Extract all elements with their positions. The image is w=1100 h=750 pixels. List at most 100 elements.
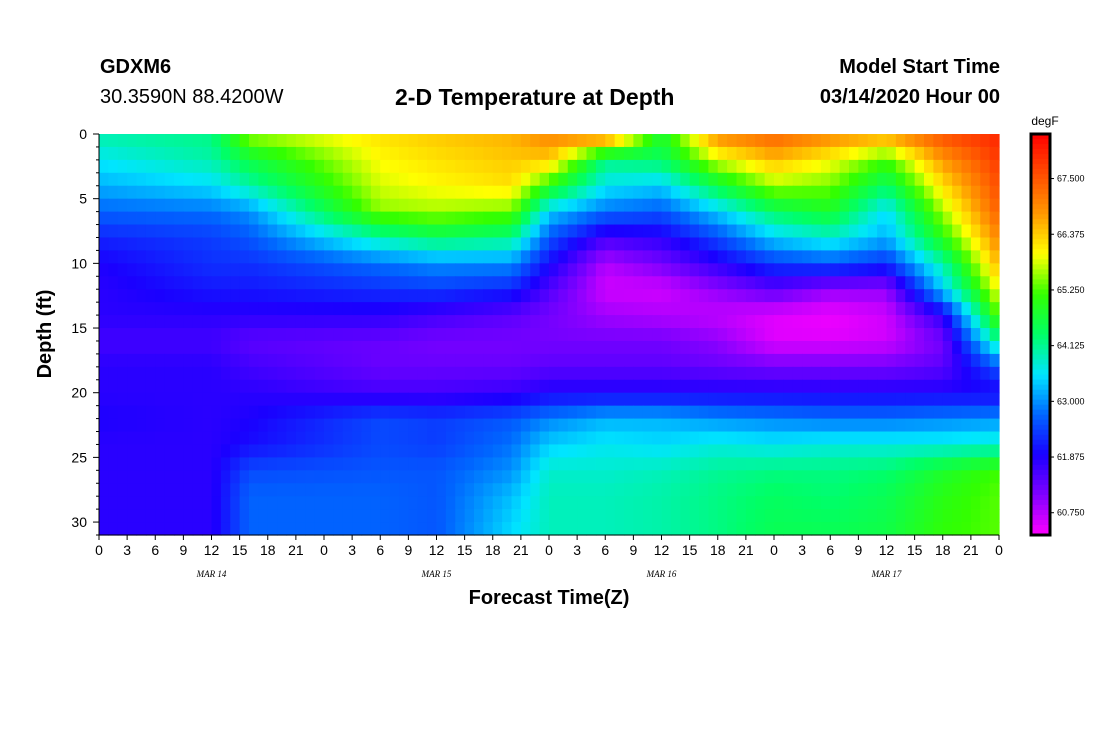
- heatmap-cell: [202, 263, 213, 277]
- heatmap-cell: [314, 366, 325, 381]
- heatmap-cell: [792, 302, 803, 316]
- heatmap-cell: [558, 457, 569, 471]
- heatmap-cell: [633, 405, 644, 420]
- heatmap-cell: [895, 444, 906, 458]
- colorbar-swatch: [1031, 234, 1050, 240]
- heatmap-cell: [520, 263, 531, 277]
- heatmap-cell: [464, 431, 475, 446]
- colorbar-swatch: [1031, 384, 1050, 391]
- heatmap-cell: [258, 483, 269, 497]
- heatmap-cell: [277, 392, 288, 407]
- heatmap-cell: [370, 211, 381, 226]
- heatmap-cell: [295, 328, 306, 342]
- heatmap-cell: [539, 302, 550, 316]
- heatmap-cell: [605, 134, 616, 148]
- heatmap-cell: [474, 302, 484, 316]
- heatmap-cell: [445, 198, 456, 213]
- heatmap-cell: [220, 289, 231, 303]
- heatmap-cell: [849, 198, 859, 213]
- heatmap-cell: [577, 418, 588, 433]
- heatmap-cell: [820, 276, 831, 290]
- x-tick-label: 0: [95, 542, 103, 558]
- heatmap-cell: [202, 483, 213, 497]
- heatmap-cell: [877, 366, 888, 381]
- heatmap-cell: [211, 263, 222, 277]
- heatmap-cell: [352, 431, 363, 446]
- heatmap-cell: [333, 146, 344, 161]
- heatmap-cell: [305, 211, 316, 226]
- heatmap-cell: [530, 315, 541, 329]
- heatmap-cell: [811, 418, 822, 433]
- heatmap-cell: [642, 263, 653, 277]
- heatmap-cell: [436, 483, 447, 497]
- heatmap-cell: [464, 146, 475, 161]
- heatmap-cell: [399, 211, 409, 226]
- heatmap-cell: [811, 483, 822, 497]
- heatmap-cell: [914, 379, 925, 394]
- heatmap-cell: [136, 405, 147, 420]
- heatmap-cell: [895, 237, 906, 252]
- heatmap-cell: [605, 146, 616, 161]
- heatmap-cell: [324, 496, 334, 510]
- heatmap-cell: [764, 172, 775, 187]
- heatmap-cell: [764, 224, 775, 239]
- heatmap-cell: [802, 198, 813, 213]
- heatmap-cell: [127, 353, 138, 368]
- heatmap-cell: [914, 172, 925, 187]
- heatmap-cell: [127, 302, 138, 316]
- heatmap-cell: [267, 392, 278, 407]
- heatmap-cell: [305, 457, 316, 471]
- heatmap-cell: [736, 405, 747, 420]
- colorbar-unit: degF: [1031, 114, 1058, 128]
- heatmap-cell: [792, 134, 803, 148]
- heatmap-cell: [239, 496, 250, 510]
- heatmap-cell: [736, 431, 747, 446]
- heatmap-cell: [202, 302, 213, 316]
- heatmap-cell: [155, 237, 166, 252]
- heatmap-cell: [577, 509, 588, 523]
- heatmap-cell: [155, 198, 166, 213]
- heatmap-cell: [820, 224, 831, 239]
- heatmap-cell: [727, 392, 738, 407]
- heatmap-cell: [427, 353, 438, 368]
- heatmap-cell: [670, 353, 681, 368]
- heatmap-cell: [99, 328, 109, 342]
- heatmap-cell: [202, 224, 213, 239]
- heatmap-cell: [961, 457, 972, 471]
- heatmap-cell: [380, 431, 391, 446]
- heatmap-cell: [577, 289, 588, 303]
- heatmap-cell: [352, 198, 363, 213]
- heatmap-cell: [295, 379, 306, 394]
- heatmap-cell: [314, 444, 325, 458]
- heatmap-cell: [933, 185, 944, 200]
- heatmap-cell: [802, 457, 813, 471]
- heatmap-cell: [380, 392, 391, 407]
- heatmap-cell: [436, 431, 447, 446]
- heatmap-cell: [811, 496, 822, 510]
- x-day-label: MAR 14: [196, 569, 227, 579]
- heatmap-cell: [736, 483, 747, 497]
- heatmap-cell: [389, 289, 400, 303]
- heatmap-cell: [380, 366, 391, 381]
- heatmap-cell: [333, 496, 344, 510]
- heatmap-cell: [961, 392, 972, 407]
- heatmap-cell: [361, 289, 372, 303]
- heatmap-cell: [633, 146, 644, 161]
- x-tick-label: 6: [826, 542, 834, 558]
- heatmap-cell: [230, 444, 241, 458]
- heatmap-cell: [239, 431, 250, 446]
- heatmap-cell: [211, 237, 222, 252]
- heatmap-cell: [905, 134, 916, 148]
- heatmap-cell: [333, 379, 344, 394]
- heatmap-cell: [202, 289, 213, 303]
- heatmap-cell: [464, 483, 475, 497]
- heatmap-cell: [980, 392, 991, 407]
- heatmap-cell: [867, 289, 878, 303]
- heatmap-cell: [567, 366, 578, 381]
- heatmap-cell: [286, 276, 297, 290]
- heatmap-cell: [511, 470, 522, 484]
- heatmap-cell: [586, 431, 597, 446]
- heatmap-cell: [699, 250, 709, 264]
- heatmap-cell: [970, 522, 981, 536]
- heatmap-cell: [755, 392, 766, 407]
